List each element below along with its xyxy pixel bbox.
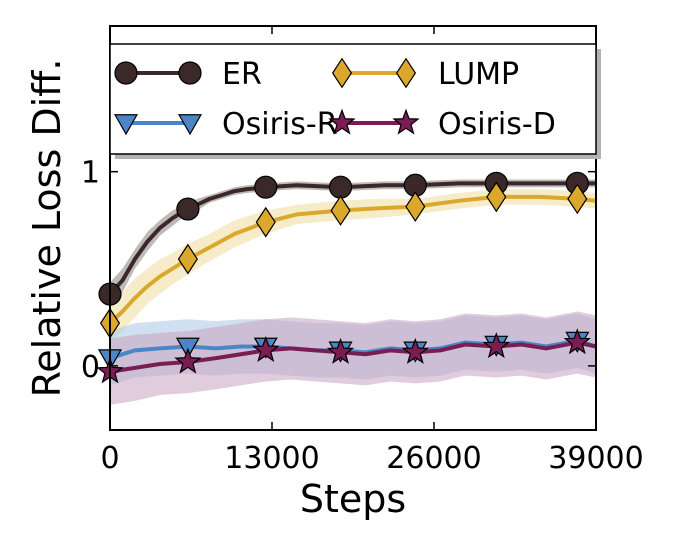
band-osiris-d <box>110 311 596 405</box>
legend-marker <box>177 114 203 136</box>
legend-marker <box>178 61 202 85</box>
line-er <box>110 181 596 296</box>
marker-lump <box>405 191 426 223</box>
legend-label: Osiris-D <box>438 107 556 142</box>
y-axis-label: Relative Loss Diff. <box>25 59 69 398</box>
marker-osiris-d <box>563 328 591 355</box>
marker-er <box>176 197 200 221</box>
axis-ticks: 0 13000 26000 39000 0 1 <box>81 26 644 476</box>
marker-osiris-d <box>401 337 429 364</box>
marker-osiris-d <box>326 337 355 364</box>
legend-label: LUMP <box>438 57 519 92</box>
legend-label: ER <box>222 57 262 92</box>
legend-marker <box>328 108 356 135</box>
legend-marker <box>331 57 353 89</box>
plot-frame <box>109 25 597 431</box>
marker-er <box>328 175 353 199</box>
legend-item-osiris-r: Osiris-R <box>113 107 338 142</box>
y-tick-label: 0 <box>81 350 100 385</box>
marker-lump <box>486 181 507 213</box>
legend-marker <box>113 114 139 136</box>
x-axis-label: Steps <box>300 477 406 521</box>
legend-marker <box>392 108 420 135</box>
legend-item-lump: LUMP <box>331 57 519 92</box>
marker-osiris-d <box>482 332 510 359</box>
marker-lump <box>255 206 276 238</box>
legend: ER LUMP Osiris-R Osiris-D <box>109 43 601 159</box>
legend-marker <box>114 61 138 85</box>
series-markers <box>96 171 591 384</box>
x-tick-label: 13000 <box>224 441 319 476</box>
legend-item-osiris-d: Osiris-D <box>328 107 556 142</box>
marker-lump <box>330 195 351 226</box>
y-tick-label: 1 <box>81 156 100 191</box>
marker-lump <box>177 243 198 275</box>
marker-er <box>254 175 278 199</box>
legend-item-er: ER <box>114 57 262 92</box>
x-tick-label: 39000 <box>548 441 643 476</box>
x-tick-label: 0 <box>100 441 119 476</box>
x-tick-label: 26000 <box>386 441 481 476</box>
legend-label: Osiris-R <box>222 107 338 142</box>
legend-marker <box>395 57 417 89</box>
marker-osiris-d <box>174 347 202 374</box>
marker-lump <box>567 183 588 215</box>
band-lump <box>110 189 596 343</box>
marker-osiris-d <box>252 335 280 362</box>
